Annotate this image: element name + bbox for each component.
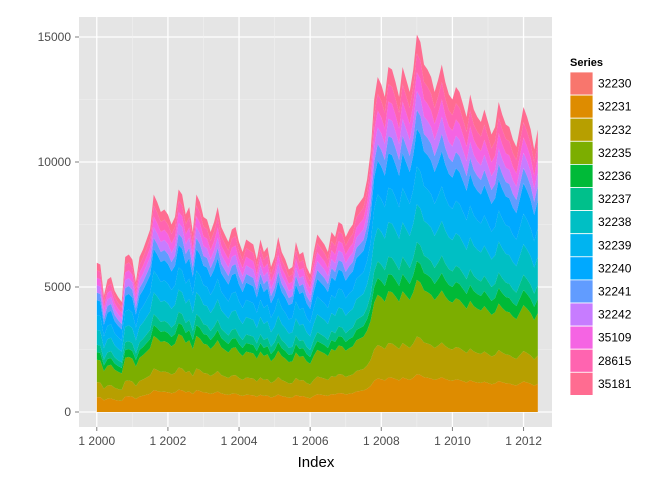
x-tick-label-6: 1 2012 [505, 434, 542, 448]
area-series-32237 [96, 242, 538, 368]
x-tick-label-2: 1 2004 [221, 434, 258, 448]
legend-items: 32230 32231 32232 32235 32236 32237 32238 32239… [569, 71, 632, 396]
area-series-32239 [96, 166, 538, 352]
x-tick-label-4: 1 2008 [363, 434, 400, 448]
legend-key-32242 [569, 302, 594, 327]
y-tick-label-0: 0 [64, 405, 71, 419]
legend-label-32231: 32231 [598, 100, 632, 114]
area-series-32238 [96, 204, 538, 363]
legend-key-32231 [569, 94, 594, 119]
legend-key-32240 [569, 256, 594, 281]
legend-key-35109 [569, 325, 594, 350]
legend-label-35181: 35181 [598, 377, 632, 391]
legend-label-32230: 32230 [598, 77, 632, 91]
y-tick-label-3: 15000 [38, 30, 72, 44]
legend-key-32239 [569, 233, 594, 258]
x-tick-label-0: 1 2000 [78, 434, 115, 448]
x-tick-label-3: 1 2006 [292, 434, 329, 448]
x-tick-label-5: 1 2010 [434, 434, 471, 448]
legend-key-28615 [569, 348, 594, 373]
legend-key-32241 [569, 279, 594, 304]
legend-key-32237 [569, 187, 594, 212]
y-axis: 0 5000 10000 15000 [38, 30, 79, 419]
y-tick-label-2: 10000 [38, 155, 72, 169]
legend-label-32236: 32236 [598, 169, 632, 183]
area-series-32231 [96, 374, 538, 412]
legend-key-32230 [569, 71, 594, 96]
x-axis: 1 2000 1 2002 1 2004 1 2006 1 2008 1 2010 1 20… [78, 427, 542, 448]
legend-label-32235: 32235 [598, 146, 632, 160]
y-tick-label-1: 5000 [44, 280, 71, 294]
legend-label-32239: 32239 [598, 238, 632, 252]
legend-key-35181 [569, 371, 594, 396]
legend-key-32232 [569, 117, 594, 142]
legend-label-32232: 32232 [598, 123, 632, 137]
legend-label-32237: 32237 [598, 192, 632, 206]
legend: Series 322303223132232322353223632237322… [569, 57, 632, 396]
legend-title: Series [570, 57, 603, 69]
x-axis-title: Index [298, 454, 335, 471]
legend-label-32238: 32238 [598, 215, 632, 229]
legend-key-32238 [569, 210, 594, 235]
series-areas [96, 34, 538, 412]
area-series-32236 [96, 261, 538, 374]
legend-label-32241: 32241 [598, 284, 632, 298]
legend-label-35109: 35109 [598, 331, 632, 345]
x-tick-label-1: 1 2002 [150, 434, 187, 448]
legend-label-32242: 32242 [598, 308, 632, 322]
area-series-32235 [96, 279, 538, 390]
area-series-32240 [96, 128, 538, 341]
legend-label-32240: 32240 [598, 261, 632, 275]
area-series-32232 [96, 336, 538, 401]
legend-key-32236 [569, 163, 594, 188]
legend-key-32235 [569, 140, 594, 165]
legend-label-28615: 28615 [598, 354, 632, 368]
